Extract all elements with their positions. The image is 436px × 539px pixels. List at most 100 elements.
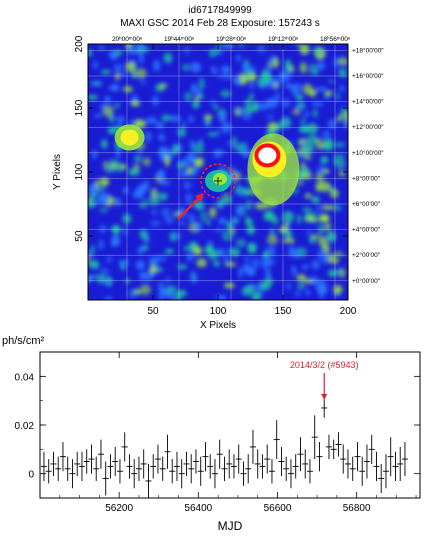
noise-patch xyxy=(305,288,310,297)
noise-patch xyxy=(306,229,312,236)
noise-patch xyxy=(165,276,171,284)
noise-patch xyxy=(90,187,100,194)
noise-patch xyxy=(88,249,92,259)
noise-patch xyxy=(289,238,295,244)
noise-patch xyxy=(159,83,168,88)
noise-patch xyxy=(182,246,194,251)
noise-patch xyxy=(221,192,232,205)
noise-patch xyxy=(161,114,172,122)
noise-patch xyxy=(215,295,227,300)
lc-point xyxy=(306,459,313,484)
noise-patch xyxy=(186,252,194,262)
dec-tick-label: +12°00′00″ xyxy=(352,123,384,131)
lc-point xyxy=(359,456,366,486)
noise-patch xyxy=(322,168,330,174)
noise-patch xyxy=(296,281,306,291)
noise-patch xyxy=(133,164,140,169)
lc-point xyxy=(50,451,57,477)
noise-patch xyxy=(316,86,327,91)
noise-patch xyxy=(199,93,204,99)
noise-patch xyxy=(158,133,165,142)
lc-point xyxy=(169,459,176,484)
noise-patch xyxy=(224,262,237,267)
light-curve: 56200 56400 56600 56800 0 0.02 0.04 2014/3/2 (… xyxy=(2,335,421,533)
noise-patch xyxy=(116,116,125,124)
lc-x-tick-label: 56400 xyxy=(184,503,212,514)
noise-patch xyxy=(143,197,148,210)
noise-patch xyxy=(333,251,344,257)
noise-patch xyxy=(282,230,293,236)
noise-patch xyxy=(281,69,293,81)
noise-patch xyxy=(139,284,151,296)
noise-patch xyxy=(285,59,292,72)
noise-patch xyxy=(246,199,253,211)
lc-point xyxy=(287,459,294,489)
map-x-tick-label: 150 xyxy=(275,306,292,317)
lc-point xyxy=(382,454,389,489)
noise-patch xyxy=(151,209,158,216)
map-y-tick-label: 150 xyxy=(74,99,85,116)
lc-point xyxy=(97,439,104,469)
medium-source-core xyxy=(120,129,139,146)
noise-patch xyxy=(205,244,214,255)
noise-patch xyxy=(130,101,141,107)
noise-patch xyxy=(241,62,249,73)
lc-annotation: 2014/3/2 (#5943) xyxy=(290,360,358,400)
lc-point xyxy=(397,446,404,481)
noise-patch xyxy=(188,214,196,223)
noise-patch xyxy=(323,138,334,151)
lc-point xyxy=(221,456,228,481)
noise-patch xyxy=(283,222,289,232)
observation-info: MAXI GSC 2014 Feb 28 Exposure: 157243 s xyxy=(120,18,320,29)
lc-point xyxy=(135,456,142,481)
dec-tick-label: +6°00′00″ xyxy=(352,200,381,208)
lc-point xyxy=(121,432,128,462)
noise-patch xyxy=(189,62,202,73)
noise-patch xyxy=(115,72,120,81)
noise-patch xyxy=(125,44,133,48)
noise-patch xyxy=(107,127,117,135)
noise-patch xyxy=(294,291,301,297)
noise-patch xyxy=(327,231,336,243)
target-source-core xyxy=(213,172,227,185)
noise-patch xyxy=(135,68,147,79)
noise-patch xyxy=(192,100,200,109)
noise-patch xyxy=(327,119,337,129)
noise-patch xyxy=(198,77,205,90)
lc-xlabel: MJD xyxy=(218,519,243,533)
noise-patch xyxy=(309,63,317,75)
noise-patch xyxy=(213,227,225,233)
noise-patch xyxy=(160,207,171,218)
noise-patch xyxy=(91,149,98,159)
ra-tick-label: 20ʰ00ᵐ00ˢ xyxy=(112,36,143,43)
noise-patch xyxy=(236,238,246,248)
noise-patch xyxy=(88,49,93,57)
noise-patch xyxy=(311,260,321,270)
noise-patch xyxy=(298,126,310,133)
noise-patch xyxy=(282,238,291,244)
noise-patch xyxy=(291,265,297,276)
lc-point xyxy=(368,434,375,464)
lc-y-tick-label: 0.02 xyxy=(15,421,35,432)
noise-patch xyxy=(196,258,207,268)
noise-patch xyxy=(109,114,114,123)
noise-patch xyxy=(310,234,321,239)
noise-patch xyxy=(101,139,108,149)
noise-patch xyxy=(221,230,234,242)
lc-point xyxy=(311,415,318,460)
noise-patch xyxy=(324,90,334,96)
lc-point xyxy=(211,459,218,489)
noise-patch xyxy=(318,164,324,175)
lc-point xyxy=(192,449,199,474)
noise-patch xyxy=(265,277,274,287)
noise-patch xyxy=(231,136,238,148)
dec-tick-label: +2°00′00″ xyxy=(352,251,381,259)
noise-patch xyxy=(218,217,227,225)
lc-point xyxy=(55,456,62,481)
noise-patch xyxy=(106,256,113,263)
noise-patch xyxy=(164,248,174,254)
noise-patch xyxy=(99,45,105,51)
noise-patch xyxy=(98,192,110,205)
noise-patch xyxy=(299,62,308,74)
noise-patch xyxy=(251,291,261,300)
